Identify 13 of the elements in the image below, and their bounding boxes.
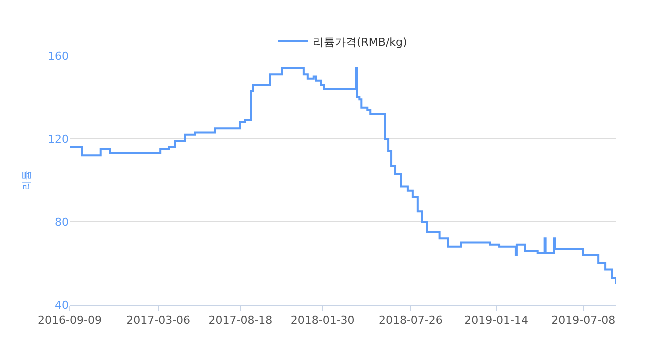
x-tick-label: 2017-08-18	[208, 314, 273, 328]
legend-label: 리튬가격(RMB/kg)	[313, 36, 408, 49]
y-tick-label: 120	[48, 132, 69, 146]
x-tick-label: 2018-07-26	[378, 314, 443, 328]
y-axis-title: 리튬	[22, 170, 33, 190]
x-tick-label: 2019-07-08	[552, 314, 616, 328]
x-tick-label: 2019-01-14	[464, 314, 529, 328]
y-tick-label: 80	[55, 216, 69, 229]
x-tick-label: 2018-01-30	[290, 314, 355, 328]
x-tick-label: 2016-09-09	[38, 314, 102, 328]
x-tick-label: 2017-03-06	[126, 314, 191, 328]
y-tick-label: 40	[55, 298, 69, 312]
y-tick-label: 160	[48, 50, 69, 63]
